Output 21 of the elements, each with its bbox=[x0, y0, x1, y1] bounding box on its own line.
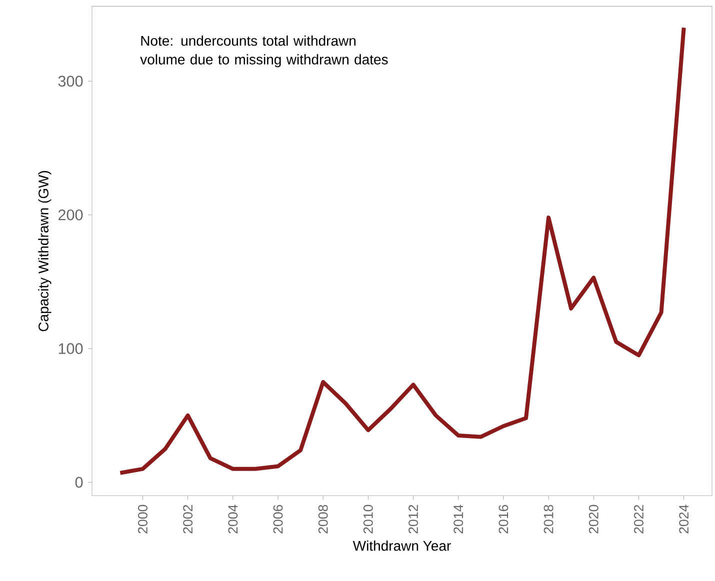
y-axis-title: Capacity Withdrawn (GW) bbox=[38, 170, 52, 332]
y-tick-label: 0 bbox=[75, 476, 83, 488]
y-tick-label: 200 bbox=[58, 209, 83, 220]
x-axis-title: Withdrawn Year bbox=[352, 540, 451, 551]
x-tick-label: 2008 bbox=[318, 504, 328, 534]
x-tick-label: 2004 bbox=[228, 504, 238, 534]
y-tick-label: 300 bbox=[58, 76, 83, 87]
x-tick-label: 2020 bbox=[588, 504, 598, 534]
x-tick-label: 2010 bbox=[363, 504, 373, 534]
x-tick-label: 2002 bbox=[183, 505, 193, 534]
x-tick-label: 2000 bbox=[138, 504, 148, 534]
x-tick-label: 2022 bbox=[634, 505, 644, 534]
annotation: Note: undercounts total withdrawn volume due to missing withdrawn dates bbox=[140, 36, 388, 68]
x-tick-label: 2012 bbox=[408, 505, 418, 534]
x-tick-label: 2024 bbox=[679, 504, 689, 534]
x-tick-label: 2014 bbox=[454, 504, 464, 534]
x-tick-label: 2018 bbox=[544, 504, 554, 534]
x-tick-label: 2016 bbox=[498, 504, 508, 534]
y-tick-label: 100 bbox=[58, 343, 83, 354]
line-series bbox=[118, 26, 686, 475]
x-tick-label: 2006 bbox=[273, 504, 283, 534]
